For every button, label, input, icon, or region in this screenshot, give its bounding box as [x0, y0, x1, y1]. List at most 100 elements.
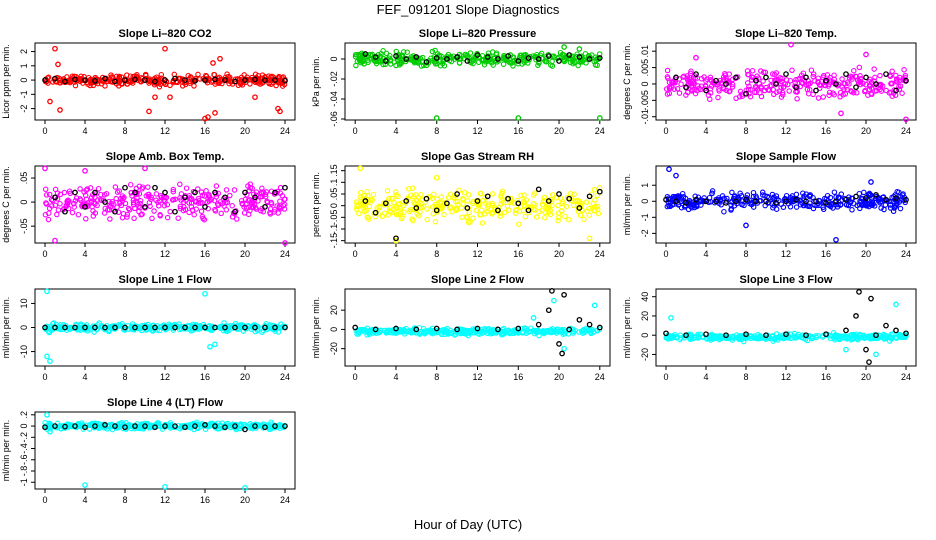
- data-point: [44, 411, 50, 418]
- data-point: [232, 78, 238, 85]
- data-point: [669, 79, 676, 85]
- data-point: [172, 324, 178, 331]
- data-point: [353, 62, 359, 69]
- data-point: [794, 89, 800, 95]
- data-point: [364, 192, 371, 199]
- data-point: [43, 192, 50, 198]
- data-point: [464, 198, 471, 204]
- x-tick-label: 12: [160, 126, 170, 136]
- data-point: [454, 198, 461, 205]
- data-point: [113, 195, 119, 202]
- data-point: [145, 184, 151, 190]
- data-point: [749, 68, 756, 74]
- data-point: [470, 215, 476, 221]
- data-point: [182, 194, 188, 201]
- data-point: [252, 94, 258, 101]
- data-point: [212, 324, 218, 331]
- data-point: [576, 46, 583, 52]
- data-point: [179, 83, 186, 89]
- data-point: [586, 205, 592, 212]
- data-point: [162, 45, 168, 52]
- data-point: [276, 73, 282, 80]
- data-point: [843, 202, 850, 208]
- data-point: [134, 194, 140, 201]
- data-point: [753, 198, 759, 205]
- data-point: [841, 80, 847, 87]
- data-point: [723, 200, 729, 206]
- data-point: [826, 199, 833, 206]
- data-point: [122, 424, 128, 431]
- data-point: [670, 334, 677, 340]
- data-point: [106, 207, 113, 213]
- data-point: [152, 324, 158, 331]
- data-point: [142, 423, 148, 429]
- data-point: [114, 189, 121, 195]
- data-point: [392, 189, 399, 195]
- data-point: [683, 92, 689, 98]
- data-point: [84, 186, 91, 192]
- data-point: [591, 302, 598, 309]
- data-point: [153, 191, 160, 197]
- data-point: [586, 193, 593, 200]
- data-point: [260, 208, 266, 215]
- data-point: [157, 81, 164, 87]
- data-point: [878, 205, 884, 211]
- x-tick-label: 0: [663, 372, 668, 382]
- data-point: [596, 55, 603, 61]
- data-point: [215, 77, 221, 84]
- x-tick-label: 0: [42, 249, 47, 259]
- data-point: [735, 334, 741, 341]
- data-point: [873, 192, 879, 198]
- data-point: [252, 324, 258, 331]
- data-point: [162, 483, 168, 490]
- x-tick-label: 20: [240, 495, 250, 505]
- data-point: [495, 56, 501, 62]
- data-point: [746, 83, 752, 90]
- data-point: [199, 421, 205, 427]
- data-point: [850, 89, 857, 96]
- data-point: [42, 186, 49, 193]
- data-point: [854, 90, 860, 96]
- data-point: [743, 196, 749, 203]
- data-point: [433, 174, 440, 181]
- panel-title: Slope Line 1 Flow: [119, 274, 212, 286]
- data-point: [252, 194, 258, 201]
- data-point: [703, 198, 709, 205]
- x-tick-label: 16: [821, 249, 831, 259]
- data-point: [223, 187, 230, 193]
- y-axis-label: Licor ppm per min.: [1, 44, 11, 119]
- data-point: [688, 80, 694, 87]
- data-point: [865, 334, 871, 340]
- data-point: [382, 200, 389, 207]
- data-point: [586, 235, 593, 242]
- data-point: [762, 202, 768, 209]
- data-point: [44, 353, 50, 360]
- data-point: [92, 77, 98, 84]
- y-tick-label: .1: [329, 179, 339, 187]
- data-point: [793, 204, 800, 210]
- data-point: [836, 336, 843, 343]
- data-point: [44, 288, 50, 295]
- data-point: [861, 189, 867, 196]
- data-point: [759, 189, 766, 196]
- y-tick-label: -1: [640, 213, 650, 221]
- y-tick-label: 10: [19, 298, 29, 308]
- data-point: [743, 331, 749, 338]
- data-point: [482, 211, 488, 217]
- data-point: [862, 87, 869, 94]
- data-point: [71, 200, 77, 207]
- y-tick-label: -.02: [329, 71, 339, 87]
- data-point: [666, 203, 672, 209]
- data-point: [112, 208, 118, 215]
- data-point: [866, 83, 873, 89]
- data-point: [571, 191, 577, 198]
- data-point: [212, 341, 218, 348]
- data-point: [212, 76, 218, 83]
- data-point: [849, 207, 855, 213]
- data-point: [162, 77, 168, 83]
- data-point: [129, 423, 135, 429]
- data-point: [416, 330, 423, 336]
- data-point: [122, 324, 128, 331]
- data-point: [760, 192, 766, 198]
- data-point: [587, 329, 594, 336]
